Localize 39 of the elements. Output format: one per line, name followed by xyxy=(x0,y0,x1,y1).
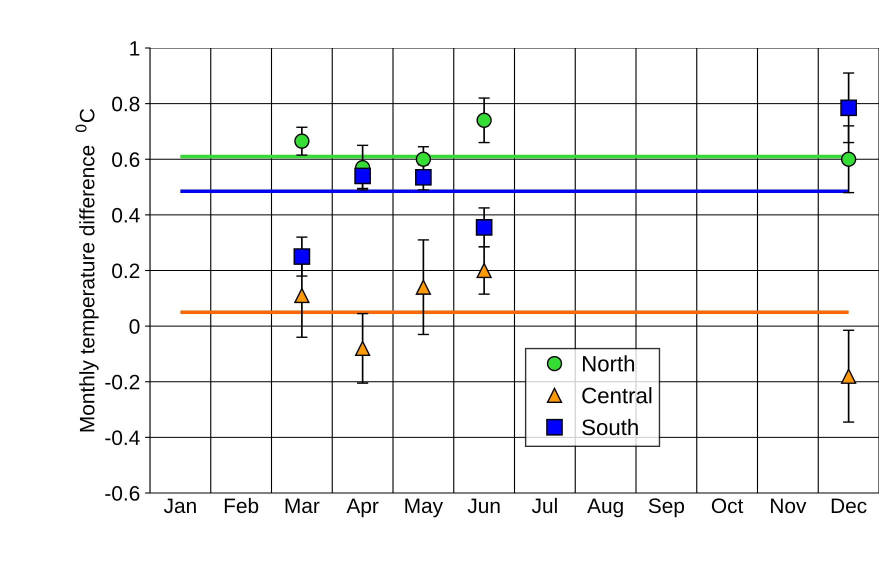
y-tick-label: -0.4 xyxy=(105,430,140,446)
legend-label: Central xyxy=(582,387,652,404)
x-tick-label: Apr xyxy=(346,498,378,518)
x-tick-label: Nov xyxy=(771,498,806,514)
y-tick-label: 0 xyxy=(130,319,140,334)
y-tick-label: 0.8 xyxy=(112,96,140,112)
point xyxy=(476,262,492,278)
y-tick-label: 0.4 xyxy=(112,208,140,223)
x-tick-label: Jun xyxy=(468,498,500,514)
x-tick-label: Oct xyxy=(712,498,744,514)
x-tick-label: Sep xyxy=(648,498,684,518)
y-tick-label: 0.2 xyxy=(112,264,140,278)
point xyxy=(476,219,492,236)
point xyxy=(416,280,432,295)
x-tick-label: Mar xyxy=(286,498,320,514)
y-tick-label: 1 xyxy=(130,41,140,56)
x-tick-label: Aug xyxy=(587,498,623,518)
point xyxy=(294,248,310,265)
x-tick-label: Dec xyxy=(832,498,867,514)
point xyxy=(476,112,492,128)
point xyxy=(840,368,856,384)
legend-label: North xyxy=(582,355,634,372)
y-tick-label: -0.2 xyxy=(105,374,140,390)
y-tick-label: -0.6 xyxy=(105,486,140,501)
point xyxy=(294,288,310,304)
legend-label: South xyxy=(582,418,638,436)
x-tick-label: Feb xyxy=(224,498,258,514)
x-tick-label: Jan xyxy=(164,498,196,514)
x-tick-label: Jul xyxy=(532,498,557,514)
point xyxy=(354,168,371,184)
point xyxy=(415,168,432,186)
point xyxy=(354,340,370,356)
y-tick-label: 0.6 xyxy=(112,152,140,168)
y-axis-title: Monthly temperature difference $^{0}$C xyxy=(75,108,99,432)
point xyxy=(416,152,432,167)
point xyxy=(840,99,857,116)
point xyxy=(840,152,856,167)
x-tick-label: May xyxy=(405,498,444,518)
point xyxy=(294,134,310,149)
